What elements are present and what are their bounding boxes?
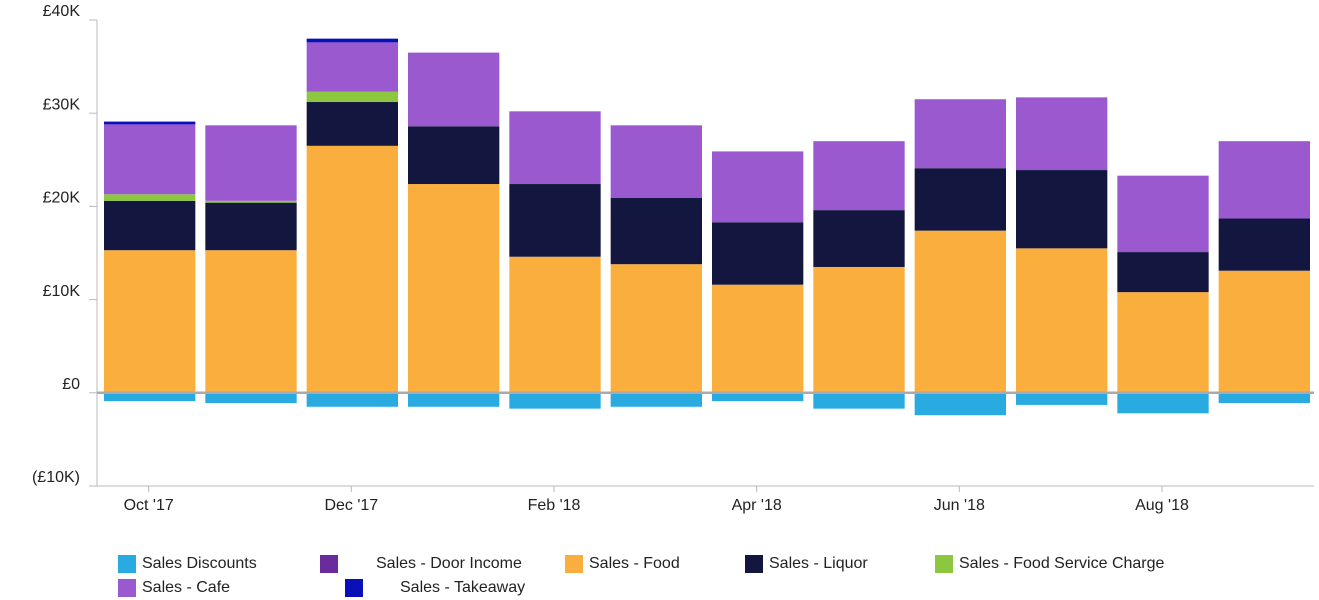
x-tick-label: Apr '18 (732, 497, 782, 514)
bar-segment (104, 194, 196, 201)
y-tick-label: £30K (43, 96, 81, 113)
bar-segment (610, 125, 702, 199)
x-tick-label: Jun '18 (934, 497, 985, 514)
bar-segment (306, 42, 398, 92)
bar-segment (1016, 170, 1108, 249)
bar-segment (610, 198, 702, 265)
legend-swatch (320, 555, 338, 573)
bar-segment (509, 184, 601, 257)
bar-segment (1117, 175, 1209, 253)
bar-segment (1016, 248, 1108, 393)
bar-segment (712, 151, 804, 223)
y-tick-label: £20K (43, 190, 81, 207)
bar-segment (813, 266, 905, 393)
legend-swatch (118, 579, 136, 597)
bar-segment (104, 124, 196, 195)
bar-segment (408, 52, 500, 127)
bar-segment (712, 284, 804, 393)
legend-label: Sales - Food Service Charge (959, 555, 1165, 572)
bar-segment (306, 145, 398, 393)
y-tick-label: £10K (43, 283, 81, 300)
bar-segment (712, 392, 804, 402)
bar-segment (1218, 218, 1310, 271)
bar-segment (1117, 292, 1209, 393)
bar-segment (914, 230, 1006, 393)
bar-segment (610, 392, 702, 407)
x-tick-label: Feb '18 (528, 497, 581, 514)
bar-segment (205, 202, 297, 251)
bar-segment (813, 141, 905, 211)
bar-segment (104, 250, 196, 393)
bar-segment (1218, 392, 1310, 404)
legend-label: Sales - Cafe (142, 579, 230, 596)
bar-segment (813, 210, 905, 267)
bar-segment (306, 392, 398, 407)
legend-label: Sales - Takeaway (400, 579, 525, 596)
x-tick-label: Aug '18 (1135, 497, 1189, 514)
bar-segment (1016, 392, 1108, 405)
x-tick-label: Oct '17 (124, 497, 174, 514)
legend-swatch (745, 555, 763, 573)
legend-label: Sales - Food (589, 555, 680, 572)
bar-segment (306, 91, 398, 103)
bar-segment (104, 121, 196, 125)
bar-segment (205, 200, 297, 203)
bar-segment (104, 200, 196, 251)
bar-segment (205, 250, 297, 393)
bar-segment (509, 392, 601, 409)
bar-segment (1117, 392, 1209, 414)
bar-segment (813, 392, 905, 409)
y-tick-label: (£10K) (32, 469, 80, 486)
legend-label: Sales Discounts (142, 555, 257, 572)
bar-segment (205, 392, 297, 404)
bar-segment (408, 184, 500, 393)
bar-segment (408, 392, 500, 407)
bar-segment (306, 38, 398, 43)
bar-segment (408, 126, 500, 185)
bar-segment (914, 392, 1006, 416)
legend-label: Sales - Liquor (769, 555, 868, 572)
bar-segment (104, 392, 196, 402)
bar-segment (306, 102, 398, 146)
bar-segment (1016, 97, 1108, 171)
bar-segment (712, 222, 804, 285)
legend-swatch (565, 555, 583, 573)
y-tick-label: £0 (62, 376, 80, 393)
x-tick-label: Dec '17 (324, 497, 378, 514)
bar-segment (509, 111, 601, 185)
bar-segment (914, 99, 1006, 169)
y-tick-label: £40K (43, 3, 81, 20)
bar-segment (1117, 252, 1209, 293)
bar-segment (914, 168, 1006, 231)
bar-segment (1218, 141, 1310, 219)
bar-segment (1218, 270, 1310, 393)
bar-segment (205, 125, 297, 201)
bar-segment (610, 264, 702, 393)
bar-segment (509, 256, 601, 393)
legend-swatch (345, 579, 363, 597)
legend-swatch (935, 555, 953, 573)
legend-swatch (118, 555, 136, 573)
legend-label: Sales - Door Income (376, 555, 522, 572)
